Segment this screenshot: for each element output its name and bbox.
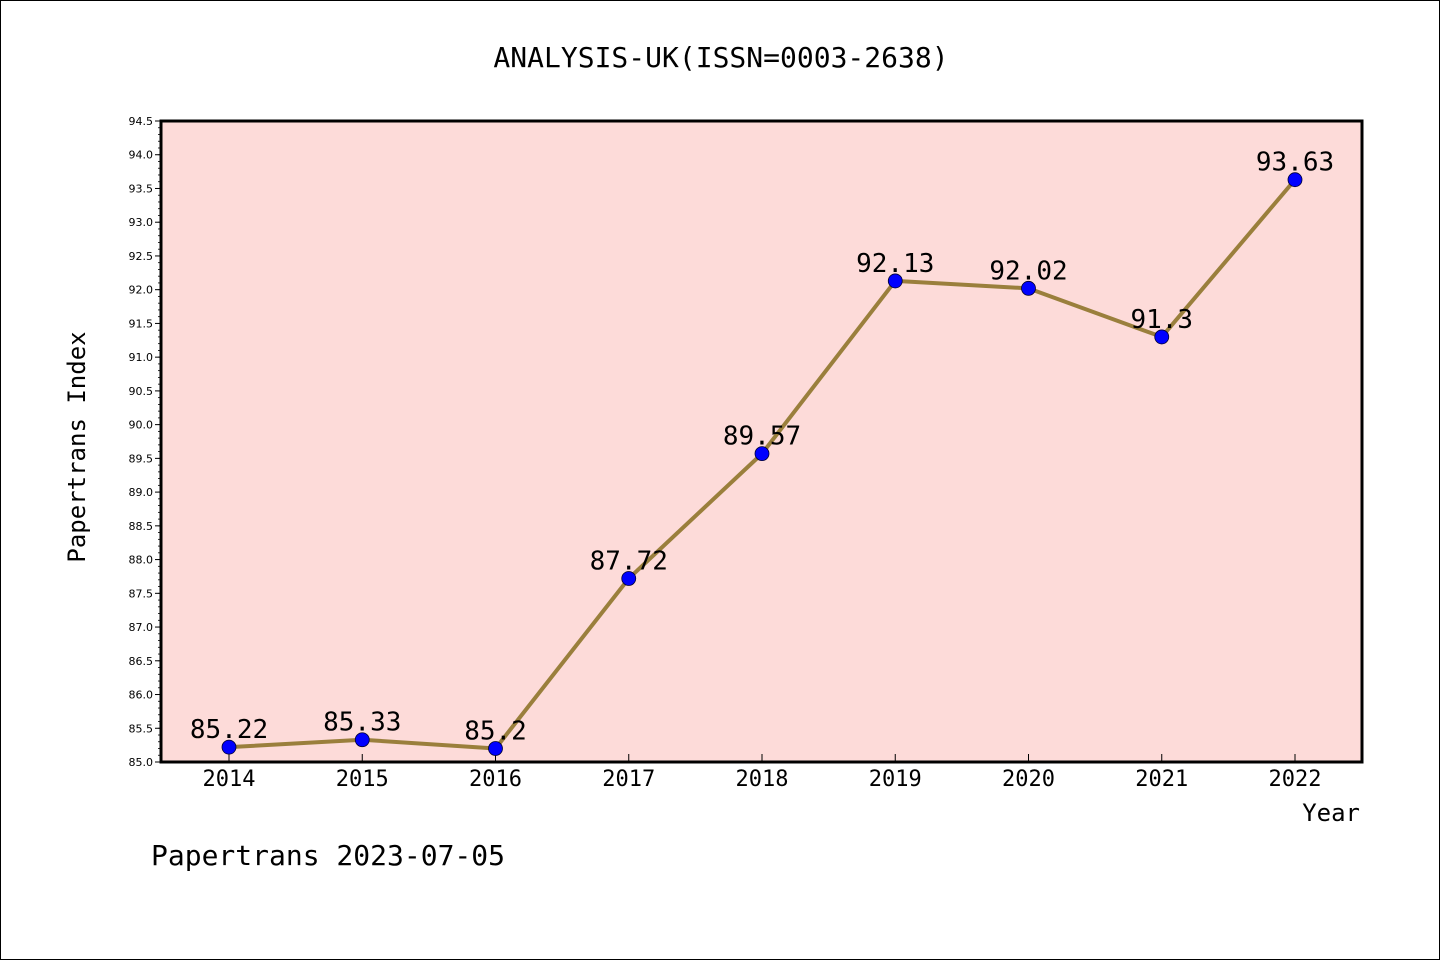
x-tick-label: 2019 <box>869 767 922 792</box>
data-value-label: 92.13 <box>856 249 934 279</box>
y-tick-label: 85.0 <box>129 756 154 769</box>
y-axis-label: Papertrans Index <box>63 331 91 562</box>
x-tick-label: 2017 <box>602 767 655 792</box>
data-point-marker <box>754 446 770 462</box>
x-tick-label: 2020 <box>1002 767 1055 792</box>
y-tick-label: 87.0 <box>129 621 154 634</box>
y-tick-label: 91.0 <box>129 351 154 364</box>
y-tick-label: 88.5 <box>129 520 154 533</box>
data-point-marker <box>1154 329 1170 345</box>
y-axis-ticks: 85.0 85.5 86.0 86.5 87.0 87.5 88.0 88.5 89.0 89.5… <box>129 115 161 769</box>
plot-border <box>159 119 1364 764</box>
y-tick-label: 86.5 <box>129 655 154 668</box>
y-tick-label: 90.5 <box>129 385 154 398</box>
y-tick-label: 89.5 <box>129 452 154 465</box>
data-point-marker <box>1021 280 1036 296</box>
data-point-marker <box>354 732 370 748</box>
y-tick-label: 93.5 <box>129 182 154 195</box>
footer-text: Papertrans 2023-07-05 <box>151 839 505 872</box>
y-tick-label: 91.5 <box>129 317 154 330</box>
x-tick-label: 2016 <box>469 767 522 792</box>
data-value-label: 85.22 <box>190 715 268 745</box>
y-tick-label: 93.0 <box>129 216 154 229</box>
y-tick-label: 94.0 <box>129 149 154 162</box>
data-value-label: 85.33 <box>323 708 401 738</box>
plot-area <box>161 121 1362 762</box>
y-tick-label: 92.5 <box>129 250 154 263</box>
x-tick-label: 2021 <box>1135 767 1188 792</box>
y-tick-label: 92.0 <box>129 284 154 297</box>
x-tick-label: 2015 <box>336 767 389 792</box>
data-point-marker <box>621 571 637 586</box>
chart-title: ANALYSIS-UK(ISSN=0003-2638) <box>493 41 948 74</box>
data-labels: 85.22 85.33 85.2 87.72 89.57 92.13 92.02 91.3 93… <box>190 148 1334 747</box>
data-value-label: 91.3 <box>1130 305 1193 335</box>
data-value-label: 89.57 <box>723 422 801 452</box>
y-tick-label: 88.0 <box>129 554 154 567</box>
data-point-marker <box>887 273 903 289</box>
x-axis-label: Year <box>1302 799 1360 827</box>
data-point-marker <box>221 739 237 755</box>
y-tick-label: 94.5 <box>129 115 154 128</box>
series-markers <box>221 172 1303 756</box>
y-tick-label: 85.5 <box>129 722 154 735</box>
y-tick-label: 86.0 <box>129 689 154 702</box>
x-tick-label: 2022 <box>1269 767 1322 792</box>
x-tick-label: 2014 <box>203 767 256 792</box>
data-value-label: 92.02 <box>989 256 1067 286</box>
data-value-label: 87.72 <box>590 546 668 576</box>
data-point-marker <box>488 741 503 756</box>
data-value-label: 93.63 <box>1256 148 1334 178</box>
x-axis-ticks: 2014 2015 2016 2017 2018 2019 2020 2021 2022 <box>203 754 1322 792</box>
y-tick-label: 89.0 <box>129 486 154 499</box>
y-tick-label: 87.5 <box>129 587 154 600</box>
data-point-marker <box>1287 172 1303 188</box>
y-tick-label: 90.0 <box>129 419 154 432</box>
x-tick-label: 2018 <box>736 767 789 792</box>
data-value-label: 85.2 <box>464 717 527 747</box>
